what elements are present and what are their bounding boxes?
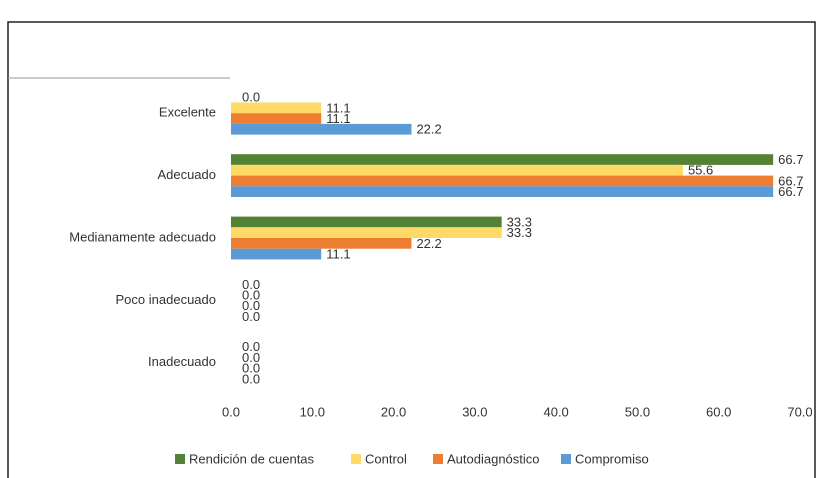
value-label: 11.1: [326, 246, 350, 261]
value-label: 55.6: [688, 163, 713, 178]
y-tick-label: Medianamente adecuado: [69, 229, 216, 244]
y-tick-label: Excelente: [159, 105, 216, 120]
legend-label: Rendición de cuentas: [189, 451, 315, 466]
x-tick-label: 0.0: [222, 404, 240, 419]
bar: [231, 216, 502, 228]
value-label: 22.2: [416, 122, 441, 137]
y-tick-label: Adecuado: [157, 167, 216, 182]
value-label: 0.0: [242, 339, 260, 354]
bar: [231, 238, 412, 249]
value-label: 0.0: [242, 371, 260, 386]
x-tick-label: 50.0: [625, 404, 650, 419]
x-tick-label: 40.0: [543, 404, 568, 419]
value-label: 11.1: [326, 111, 350, 126]
value-label: 0.0: [242, 277, 260, 292]
legend-label: Control: [365, 451, 407, 466]
y-tick-label: Inadecuado: [148, 354, 216, 369]
x-tick-label: 20.0: [381, 404, 406, 419]
bar: [231, 113, 322, 124]
value-label: 0.0: [242, 287, 260, 302]
x-tick-label: 70.0: [787, 404, 812, 419]
value-label: 22.2: [416, 236, 441, 251]
value-label: 0.0: [242, 361, 260, 376]
value-label: 33.3: [507, 214, 532, 229]
bar: [231, 186, 774, 197]
legend-swatch: [175, 454, 185, 464]
bar: [231, 164, 683, 176]
value-label: 66.7: [778, 184, 803, 199]
legend-swatch: [351, 454, 361, 464]
bar: [231, 102, 322, 114]
value-label: 33.3: [507, 225, 532, 240]
legend-swatch: [561, 454, 571, 464]
bar: [231, 248, 322, 260]
legend-swatch: [433, 454, 443, 464]
value-label: 0.0: [242, 90, 260, 105]
frame: [7, 21, 816, 478]
x-tick-label: 30.0: [462, 404, 487, 419]
bar: [231, 154, 774, 165]
y-tick-label: Poco inadecuado: [116, 292, 216, 307]
value-label: 0.0: [242, 350, 260, 365]
value-label: 66.7: [778, 173, 803, 188]
bar: [231, 123, 412, 135]
legend-label: Compromiso: [575, 451, 649, 466]
x-tick-label: 10.0: [300, 404, 325, 419]
value-label: 11.1: [326, 100, 350, 115]
value-label: 0.0: [242, 309, 260, 324]
bar: [231, 175, 774, 187]
bar: [231, 227, 502, 238]
value-label: 0.0: [242, 298, 260, 313]
value-label: 66.7: [778, 152, 803, 167]
legend-label: Autodiagnóstico: [447, 451, 540, 466]
x-tick-label: 60.0: [706, 404, 731, 419]
